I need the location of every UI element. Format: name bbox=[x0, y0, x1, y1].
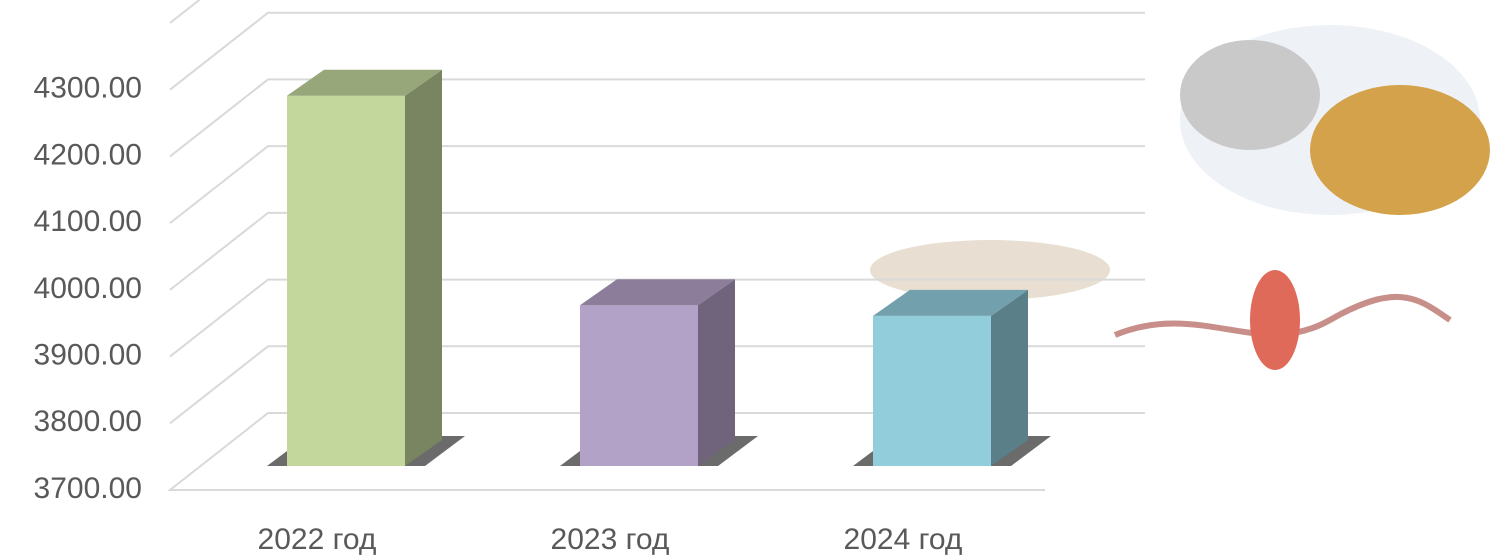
bar bbox=[873, 315, 991, 466]
y-tick-label: 4200.00 bbox=[34, 138, 142, 171]
grid-line bbox=[169, 211, 1145, 291]
grid-line bbox=[169, 345, 1145, 425]
x-tick-label: 2022 год bbox=[258, 523, 377, 556]
grid-line bbox=[169, 278, 1145, 358]
bar-side bbox=[991, 289, 1028, 466]
x-tick-label: 2024 год bbox=[844, 523, 963, 556]
decoration bbox=[870, 25, 1490, 370]
grid-line bbox=[169, 11, 1145, 91]
x-tick-label: 2023 год bbox=[551, 523, 670, 556]
bar-top bbox=[287, 69, 442, 96]
y-tick-label: 4300.00 bbox=[34, 72, 142, 105]
bar-side bbox=[698, 279, 735, 466]
y-tick-label: 4100.00 bbox=[34, 205, 142, 238]
y-tick-label: 3700.00 bbox=[34, 472, 142, 505]
wall-edge bbox=[169, 0, 201, 24]
y-tick-label: 3800.00 bbox=[34, 405, 142, 438]
grid-line bbox=[169, 145, 1145, 224]
bar-top bbox=[873, 289, 1028, 316]
bar bbox=[287, 95, 405, 466]
y-tick-label: 4000.00 bbox=[34, 272, 142, 305]
bar-top bbox=[580, 279, 735, 306]
bar bbox=[580, 305, 698, 466]
grid-line bbox=[169, 78, 1145, 158]
y-tick-label: 3900.00 bbox=[34, 338, 142, 371]
bar-side bbox=[405, 69, 442, 466]
